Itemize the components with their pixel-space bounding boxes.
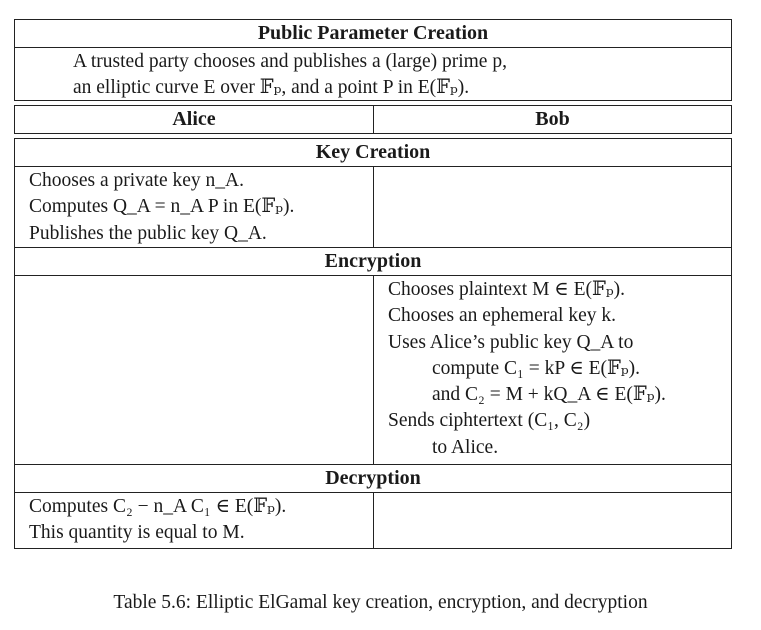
protocol-box: Key Creation Chooses a private key n_A. … bbox=[14, 138, 732, 549]
bob-step: and C₂ = M + kQ_A ∈ E(𝔽ₚ). bbox=[432, 384, 666, 406]
bob-step: to Alice. bbox=[432, 436, 499, 458]
decryption-row: Computes C₂ − n_A C₁ ∈ E(𝔽ₚ). This quant… bbox=[15, 493, 731, 549]
alice-step: Chooses a private key n_A. bbox=[29, 170, 244, 191]
public-parameter-line: an elliptic curve E over 𝔽ₚ, and a point… bbox=[73, 77, 470, 99]
public-parameter-line: A trusted party chooses and publishes a … bbox=[73, 51, 507, 72]
encryption-alice-cell bbox=[15, 276, 374, 464]
key-creation-bob-cell bbox=[374, 167, 731, 247]
bob-step: Uses Alice’s public key Q_A to bbox=[388, 331, 634, 353]
decryption-bob-cell bbox=[374, 493, 731, 549]
encryption-bob-cell: Chooses plaintext M ∈ E(𝔽ₚ). Chooses an … bbox=[374, 276, 731, 464]
table-caption: Table 5.6: Elliptic ElGamal key creation… bbox=[113, 592, 648, 613]
alice-step: This quantity is equal to M. bbox=[29, 522, 245, 544]
encryption-title: Encryption bbox=[15, 248, 731, 276]
public-parameter-box: Public Parameter Creation A trusted part… bbox=[14, 19, 732, 101]
alice-step: Computes Q_A = n_A P in E(𝔽ₚ). bbox=[29, 196, 295, 218]
bob-step: compute C₁ = kP ∈ E(𝔽ₚ). bbox=[432, 357, 641, 379]
key-creation-title: Key Creation bbox=[15, 139, 731, 167]
key-creation-alice-cell: Chooses a private key n_A. Computes Q_A … bbox=[15, 167, 374, 247]
bob-step: Sends ciphtertext (C₁, C₂) bbox=[388, 410, 591, 432]
column-header-bob: Bob bbox=[535, 108, 570, 130]
column-header-box: Alice Bob bbox=[14, 105, 732, 134]
public-parameter-title: Public Parameter Creation bbox=[15, 20, 731, 48]
encryption-row: Chooses plaintext M ∈ E(𝔽ₚ). Chooses an … bbox=[15, 276, 731, 465]
public-parameter-text: A trusted party chooses and publishes a … bbox=[15, 48, 731, 102]
alice-step: Publishes the public key Q_A. bbox=[29, 222, 267, 244]
bob-step: Chooses plaintext M ∈ E(𝔽ₚ). bbox=[388, 279, 626, 300]
column-header-alice: Alice bbox=[15, 106, 374, 134]
key-creation-row: Chooses a private key n_A. Computes Q_A … bbox=[15, 167, 731, 248]
bob-step: Chooses an ephemeral key k. bbox=[388, 305, 616, 327]
alice-step: Computes C₂ − n_A C₁ ∈ E(𝔽ₚ). bbox=[29, 496, 287, 517]
decryption-alice-cell: Computes C₂ − n_A C₁ ∈ E(𝔽ₚ). This quant… bbox=[15, 493, 374, 549]
decryption-title: Decryption bbox=[15, 465, 731, 493]
